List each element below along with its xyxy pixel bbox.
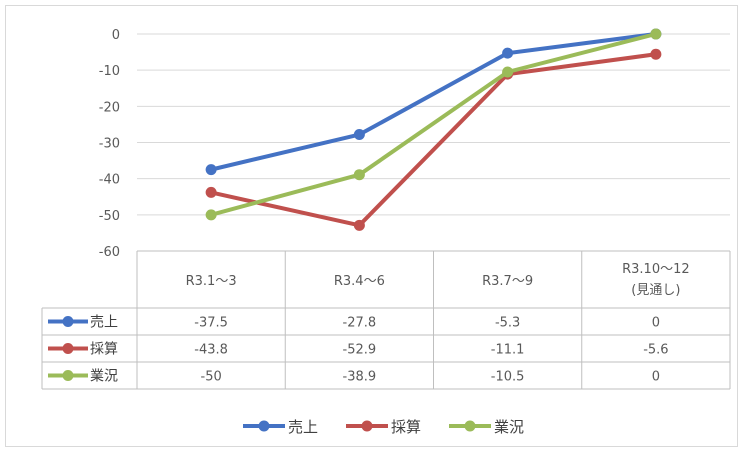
data-table: R3.1～3 R3.4～6 R3.7～9 R3.10～12 (見通し) 売上 -37.5 -2…: [41, 250, 731, 390]
table-series-name: 採算: [90, 342, 118, 358]
data-point: [205, 186, 217, 198]
data-point: [353, 219, 365, 231]
table-series-name: 業況: [90, 369, 118, 385]
data-point: [650, 48, 662, 60]
legend: 売上 採算 業況: [243, 418, 524, 436]
x-tick-label: R3.4～6: [334, 274, 385, 289]
x-tick-label: R3.10～12: [622, 262, 690, 277]
data-point: [205, 164, 217, 176]
table-series-name: 売上: [90, 315, 118, 331]
data-label: -52.9: [343, 343, 377, 358]
x-tick-sublabel: (見通し): [631, 283, 680, 298]
table-key-marker: [62, 343, 74, 354]
legend-marker: [258, 420, 270, 432]
x-tick-label: R3.7～9: [482, 274, 533, 289]
y-tick-label: -50: [99, 209, 120, 224]
legend-label: 売上: [288, 418, 318, 436]
data-label: -38.9: [343, 370, 377, 385]
data-label: -37.5: [194, 316, 228, 331]
data-point: [502, 66, 514, 78]
x-tick-label: R3.1～3: [186, 274, 237, 289]
data-point: [353, 129, 365, 141]
legend-label: 採算: [391, 418, 421, 436]
chart-frame: [5, 5, 738, 447]
data-label: -50: [201, 370, 222, 385]
series-lines: [205, 28, 662, 231]
table-key-marker: [62, 316, 74, 327]
y-tick-label: -20: [99, 100, 120, 115]
table-key-marker: [62, 370, 74, 381]
legend-marker: [361, 420, 373, 432]
data-point: [353, 169, 365, 181]
y-tick-label: -40: [99, 173, 120, 188]
data-label: 0: [652, 370, 660, 385]
data-point: [205, 209, 217, 221]
data-label: -5.3: [495, 316, 520, 331]
gridlines: [137, 33, 730, 216]
legend-marker: [464, 420, 476, 432]
y-tick-label: -60: [99, 245, 120, 260]
data-point: [502, 47, 514, 59]
data-label: -27.8: [343, 316, 377, 331]
legend-label: 業況: [494, 418, 524, 436]
y-tick-label: -10: [99, 64, 120, 79]
series-line-1: [210, 32, 657, 172]
data-point: [650, 28, 662, 40]
y-axis: 0 -10 -20 -30 -40 -50 -60: [99, 28, 120, 260]
y-tick-label: -30: [99, 137, 120, 152]
data-label: 0: [652, 316, 660, 331]
data-label: -43.8: [194, 343, 228, 358]
data-label: -5.6: [643, 343, 668, 358]
series-line-3: [210, 32, 657, 217]
data-label: -11.1: [491, 343, 525, 358]
series-line-2: [210, 52, 657, 228]
y-tick-label: 0: [112, 28, 120, 43]
data-label: -10.5: [491, 370, 525, 385]
